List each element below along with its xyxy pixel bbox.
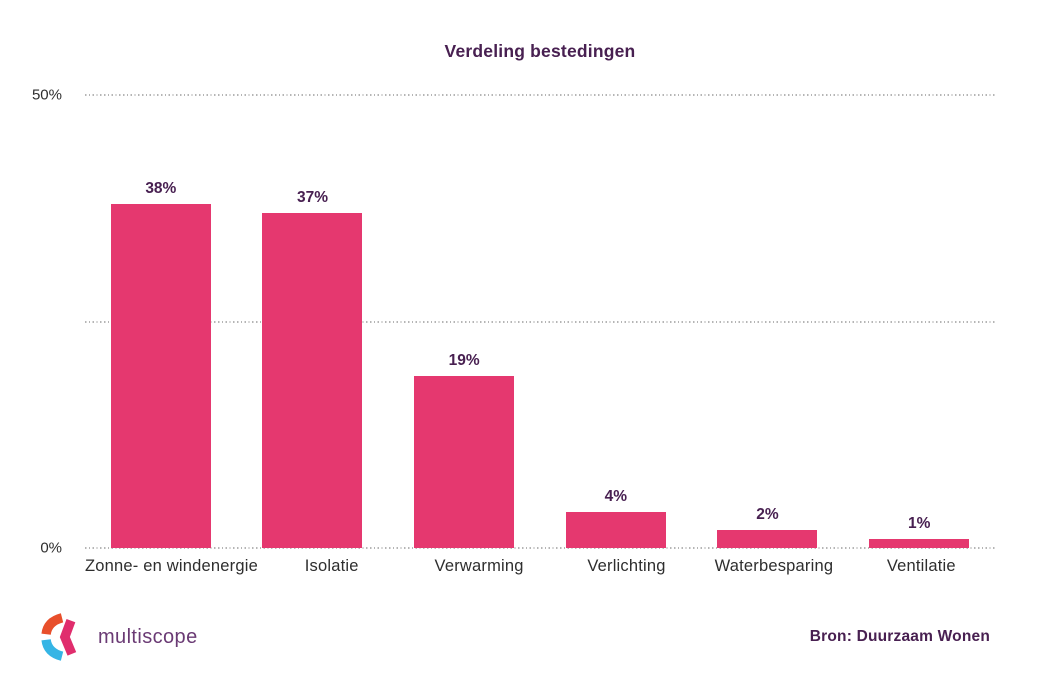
- bar-value-label: 38%: [145, 179, 177, 197]
- x-axis: Zonne- en windenergie Isolatie Verwarming V…: [85, 557, 995, 576]
- bar-1: [110, 203, 211, 548]
- bar-cell-1: 38%: [85, 95, 237, 548]
- bar-cell-3: 19%: [388, 95, 540, 548]
- footer: multiscope Bron: Duurzaam Wonen: [40, 606, 990, 668]
- gridline-0: [85, 547, 995, 549]
- bar-cell-2: 37%: [237, 95, 389, 548]
- multiscope-logo-icon: [41, 613, 77, 661]
- x-tick-label: Isolatie: [304, 557, 359, 575]
- x-tick-label: Verlichting: [587, 557, 666, 575]
- bar-cell-6: 1%: [843, 95, 995, 548]
- brand: multiscope: [40, 612, 198, 662]
- x-tick-label: Zonne- en windenergie: [85, 557, 258, 575]
- x-tick-label: Verwarming: [434, 557, 524, 575]
- bar-value-label: 1%: [907, 514, 931, 532]
- y-axis: 50% 0%: [0, 87, 72, 557]
- bar-5: [717, 529, 818, 548]
- bar-4: [565, 511, 666, 548]
- source-note: Bron: Duurzaam Wonen: [809, 628, 990, 645]
- y-tick-label-50: 50%: [31, 86, 62, 104]
- chart-title: Verdeling bestedingen: [444, 41, 636, 61]
- bar-2: [262, 212, 363, 548]
- bar-cell-4: 4%: [540, 95, 692, 548]
- bar-value-label: 2%: [756, 505, 779, 523]
- plot-area: 38% 37% 19% 4% 2% 1%: [85, 94, 995, 549]
- bar-value-label: 37%: [296, 188, 328, 206]
- bar-3: [414, 375, 515, 548]
- bar-cell-5: 2%: [692, 95, 844, 548]
- bar-value-label: 19%: [448, 351, 480, 369]
- brand-name: multiscope: [98, 625, 198, 648]
- x-tick-label: Waterbesparing: [714, 557, 834, 575]
- gridline-25: [85, 320, 995, 323]
- x-tick-label: Ventilatie: [886, 557, 956, 575]
- gridline-50: [85, 94, 995, 96]
- y-tick-label-0: 0%: [40, 539, 62, 557]
- bar-value-label: 4%: [604, 487, 628, 505]
- bar-6: [869, 538, 970, 548]
